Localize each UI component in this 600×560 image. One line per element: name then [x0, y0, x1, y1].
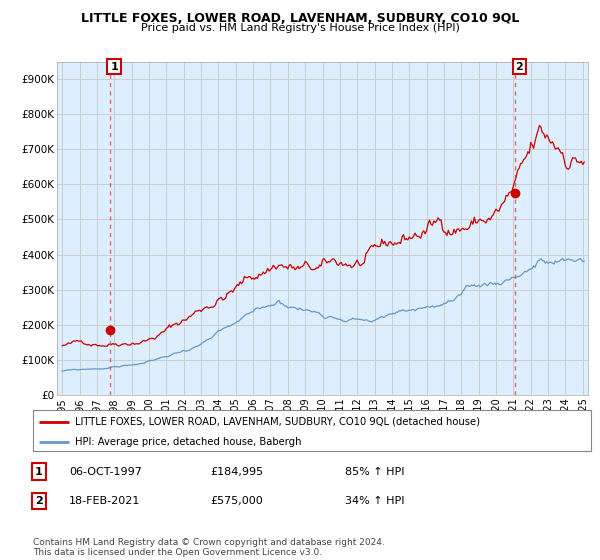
Text: LITTLE FOXES, LOWER ROAD, LAVENHAM, SUDBURY, CO10 9QL: LITTLE FOXES, LOWER ROAD, LAVENHAM, SUDB… — [81, 12, 519, 25]
Text: £184,995: £184,995 — [210, 466, 263, 477]
Text: £575,000: £575,000 — [210, 496, 263, 506]
Text: 34% ↑ HPI: 34% ↑ HPI — [345, 496, 404, 506]
Text: 06-OCT-1997: 06-OCT-1997 — [69, 466, 142, 477]
Text: 2: 2 — [35, 496, 43, 506]
Text: 85% ↑ HPI: 85% ↑ HPI — [345, 466, 404, 477]
Text: HPI: Average price, detached house, Babergh: HPI: Average price, detached house, Babe… — [75, 437, 301, 447]
Text: 18-FEB-2021: 18-FEB-2021 — [69, 496, 140, 506]
Text: Contains HM Land Registry data © Crown copyright and database right 2024.
This d: Contains HM Land Registry data © Crown c… — [33, 538, 385, 557]
Text: 1: 1 — [110, 62, 118, 72]
Text: Price paid vs. HM Land Registry's House Price Index (HPI): Price paid vs. HM Land Registry's House … — [140, 23, 460, 33]
Text: 2: 2 — [515, 62, 523, 72]
Text: LITTLE FOXES, LOWER ROAD, LAVENHAM, SUDBURY, CO10 9QL (detached house): LITTLE FOXES, LOWER ROAD, LAVENHAM, SUDB… — [75, 417, 480, 427]
Text: 1: 1 — [35, 466, 43, 477]
